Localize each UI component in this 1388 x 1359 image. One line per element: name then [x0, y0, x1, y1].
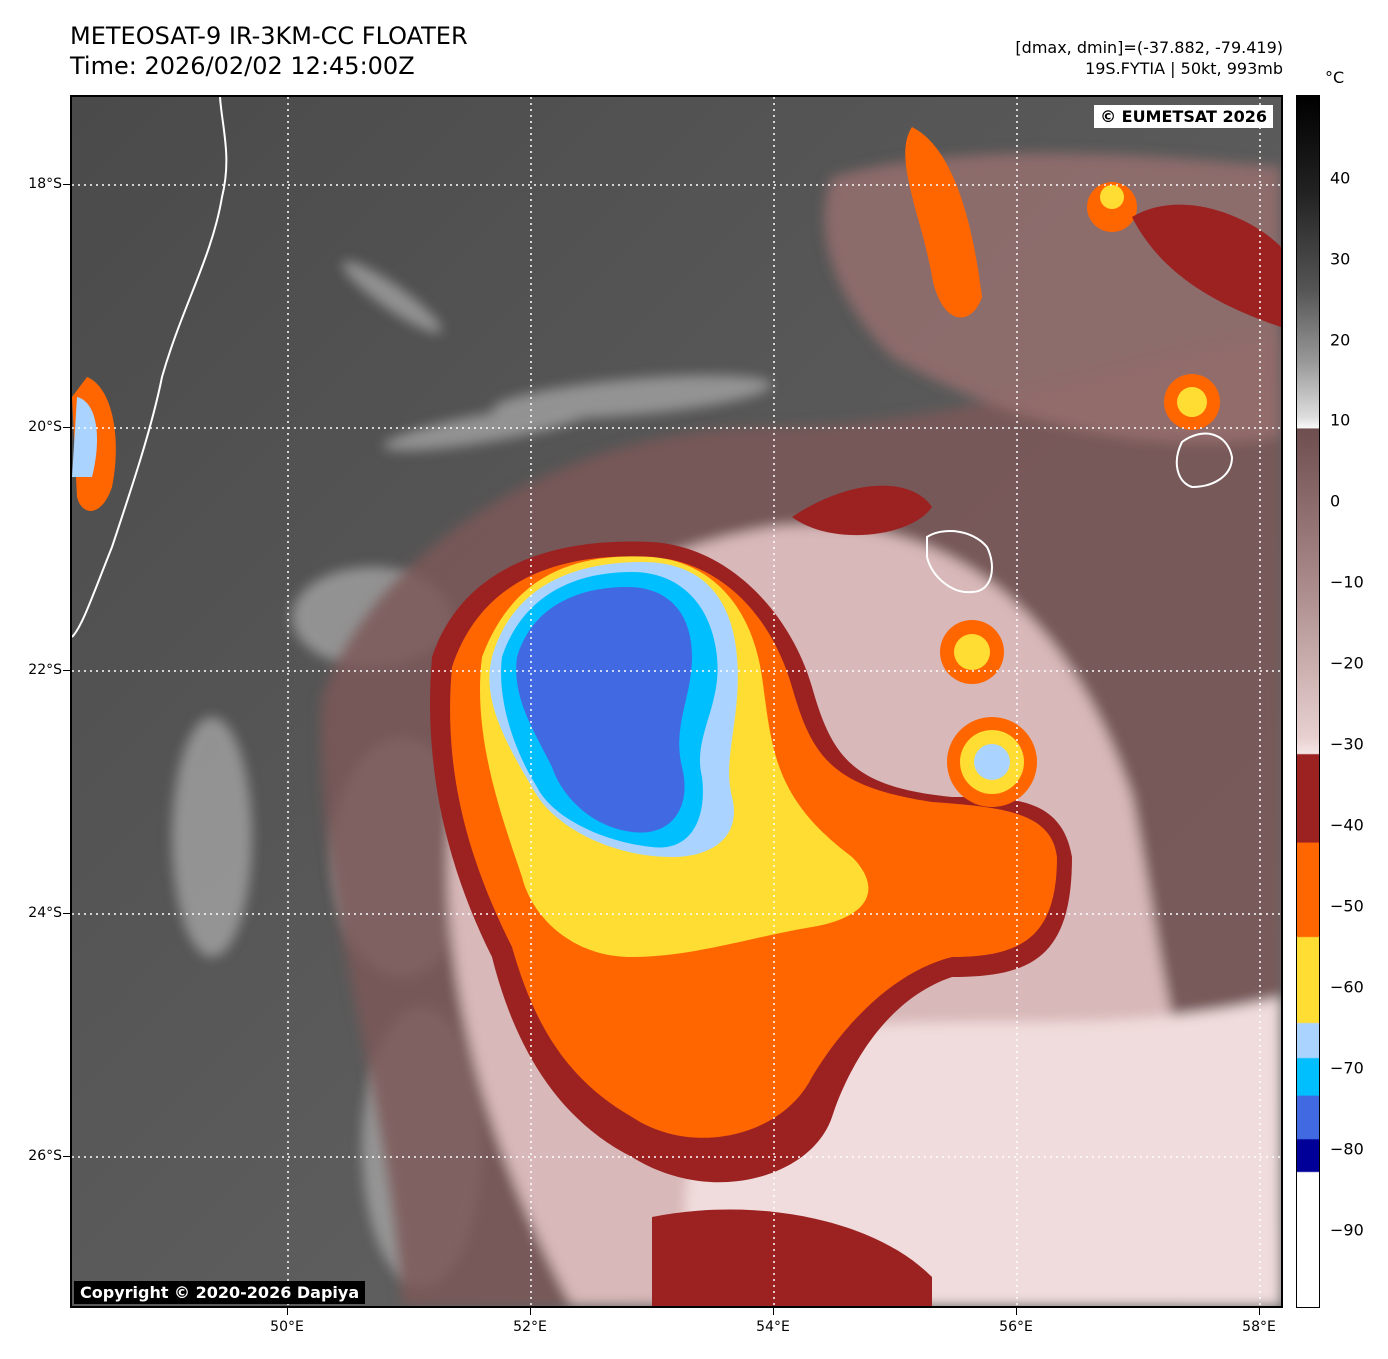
title-line-2: Time: 2026/02/02 12:45:00Z [70, 52, 415, 80]
lon-label: 50°E [270, 1319, 304, 1335]
colorbar-tick-label: 20 [1330, 330, 1351, 350]
lon-tick [530, 1308, 531, 1315]
map-image [72, 97, 1281, 1306]
colorbar-tick-label: 0 [1330, 491, 1341, 511]
dapiya-credit: Copyright © 2020-2026 Dapiya [74, 1281, 366, 1304]
lon-tick [773, 1308, 774, 1315]
storm-info: 19S.FYTIA | 50kt, 993mb [1085, 59, 1283, 78]
lat-label: 18°S [28, 176, 62, 192]
colorbar-unit: °C [1325, 68, 1345, 87]
lat-tick [63, 184, 70, 185]
lon-tick [1016, 1308, 1017, 1315]
lat-label: 26°S [28, 1148, 62, 1164]
title-line-1: METEOSAT-9 IR-3KM-CC FLOATER [70, 22, 468, 50]
colorbar-tick-label: −60 [1330, 977, 1364, 997]
colorbar-tick-label: −30 [1330, 734, 1364, 754]
lon-label: 54°E [756, 1319, 790, 1335]
lat-tick [63, 670, 70, 671]
lat-tick [63, 913, 70, 914]
eumetsat-credit: © EUMETSAT 2026 [1094, 105, 1273, 128]
convective-system [72, 127, 1281, 1306]
lon-tick [287, 1308, 288, 1315]
lon-label: 56°E [999, 1319, 1033, 1335]
colorbar [1296, 95, 1320, 1308]
lon-label: 52°E [513, 1319, 547, 1335]
colorbar-tick-label: −80 [1330, 1139, 1364, 1159]
dmax-dmin-info: [dmax, dmin]=(-37.882, -79.419) [1015, 38, 1283, 57]
colorbar-tick-label: −90 [1330, 1220, 1364, 1240]
colorbar-tick-label: 40 [1330, 168, 1351, 188]
colorbar-tick-label: 30 [1330, 249, 1351, 269]
lat-label: 22°S [28, 662, 62, 678]
colorbar-tick-label: −70 [1330, 1058, 1364, 1078]
coastlines [72, 97, 1234, 638]
satellite-map[interactable]: © EUMETSAT 2026 Copyright © 2020-2026 Da… [70, 95, 1283, 1308]
lon-tick [1259, 1308, 1260, 1315]
lat-label: 24°S [28, 905, 62, 921]
colorbar-tick-label: −20 [1330, 653, 1364, 673]
lat-label: 20°S [28, 419, 62, 435]
colorbar-tick-label: −50 [1330, 896, 1364, 916]
lat-tick [63, 1156, 70, 1157]
colorbar-tick-label: −40 [1330, 815, 1364, 835]
colorbar-tick-label: 10 [1330, 410, 1351, 430]
lat-tick [63, 427, 70, 428]
colorbar-tick-label: −10 [1330, 572, 1364, 592]
lon-label: 58°E [1242, 1319, 1276, 1335]
